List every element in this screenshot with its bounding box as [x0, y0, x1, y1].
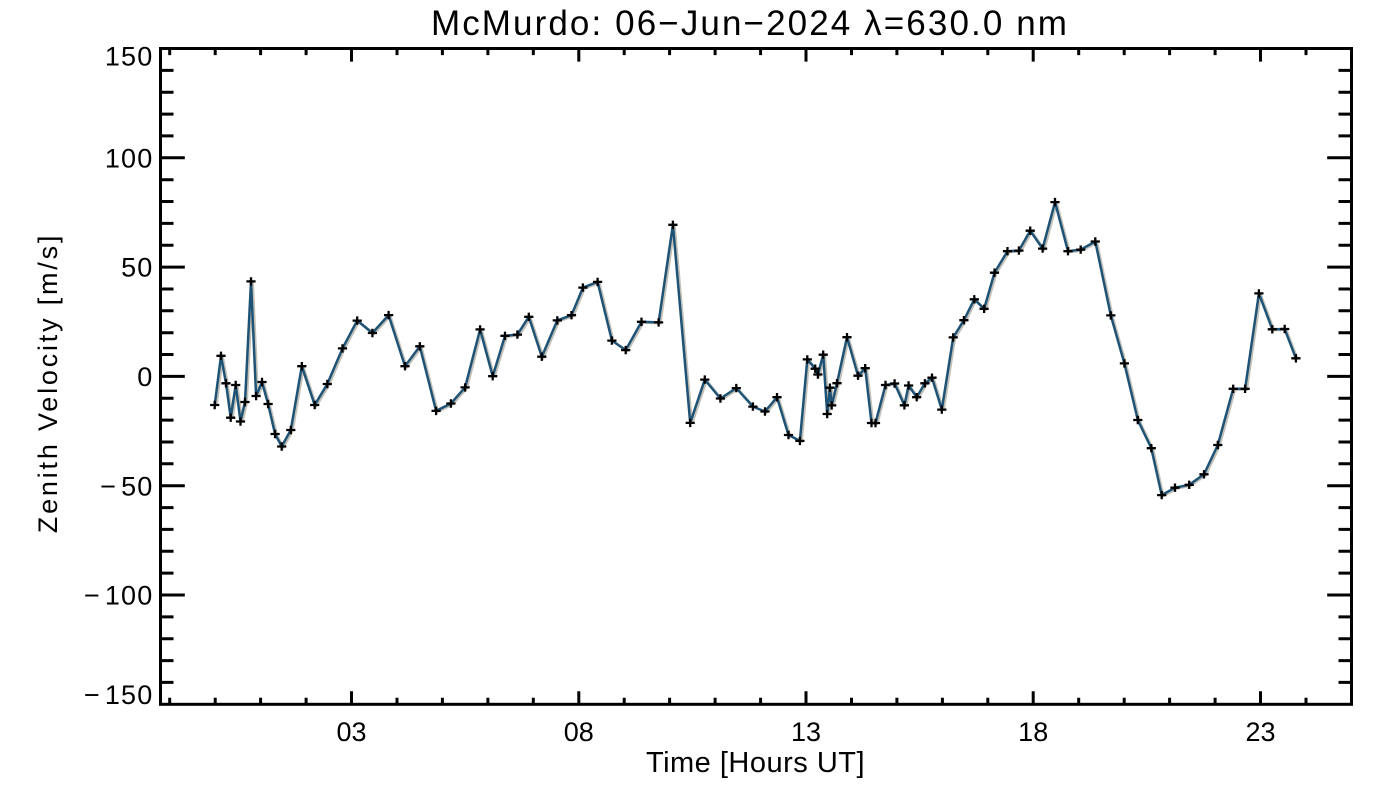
svg-text:18: 18	[1018, 717, 1048, 747]
svg-text:−100: −100	[84, 581, 154, 611]
svg-text:23: 23	[1245, 717, 1275, 747]
svg-text:08: 08	[564, 717, 594, 747]
svg-text:Zenith Velocity [m/s]: Zenith Velocity [m/s]	[33, 233, 63, 533]
svg-text:−150: −150	[84, 680, 154, 710]
svg-text:Time [Hours UT]: Time [Hours UT]	[646, 747, 865, 779]
svg-text:−50: −50	[100, 471, 153, 501]
svg-text:03: 03	[336, 717, 366, 747]
svg-text:McMurdo: 06−Jun−2024 λ=630.0 n: McMurdo: 06−Jun−2024 λ=630.0 nm	[431, 4, 1069, 43]
svg-text:100: 100	[105, 143, 154, 173]
svg-text:13: 13	[791, 717, 821, 747]
svg-text:50: 50	[121, 253, 153, 283]
svg-text:150: 150	[105, 42, 154, 72]
svg-text:0: 0	[137, 362, 153, 392]
